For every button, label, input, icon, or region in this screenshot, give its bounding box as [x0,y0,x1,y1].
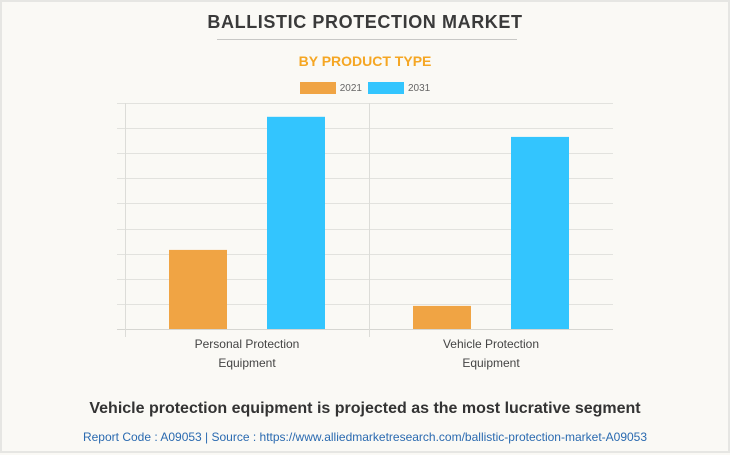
bar-2021-1[interactable] [413,305,471,329]
legend-item-2031[interactable]: 2031 [368,82,430,94]
x-tick-label-line: Personal Protection [195,337,300,351]
legend-swatch-2021 [299,82,336,94]
legend-swatch-2031 [368,82,404,94]
bar-2031-0[interactable] [267,116,325,329]
source-line[interactable]: Report Code : A09053 | Source : https://… [82,430,648,444]
x-tick-label: Vehicle Protection Equipment [443,337,539,370]
x-tick-label: Personal Protection Equipment [195,337,300,370]
legend: 2021 2031 [2,82,728,94]
title-divider [217,39,517,40]
bar-2021-0[interactable] [169,249,227,329]
bar-2031-1[interactable] [511,136,569,329]
legend-label-2031: 2031 [408,82,431,94]
x-tick-label-line: Vehicle Protection [443,337,539,351]
chart-title: BALLISTIC PROTECTION MARKET [207,12,523,32]
x-tick-label-line: Equipment [218,356,276,370]
chart-subtitle: BY PRODUCT TYPE [298,53,432,69]
x-tick-label-line: Equipment [462,356,520,370]
legend-item-2021[interactable]: 2021 [299,82,362,94]
legend-label-2021: 2021 [339,82,362,94]
headline: Vehicle protection equipment is projecte… [89,400,641,417]
bars [169,116,569,329]
